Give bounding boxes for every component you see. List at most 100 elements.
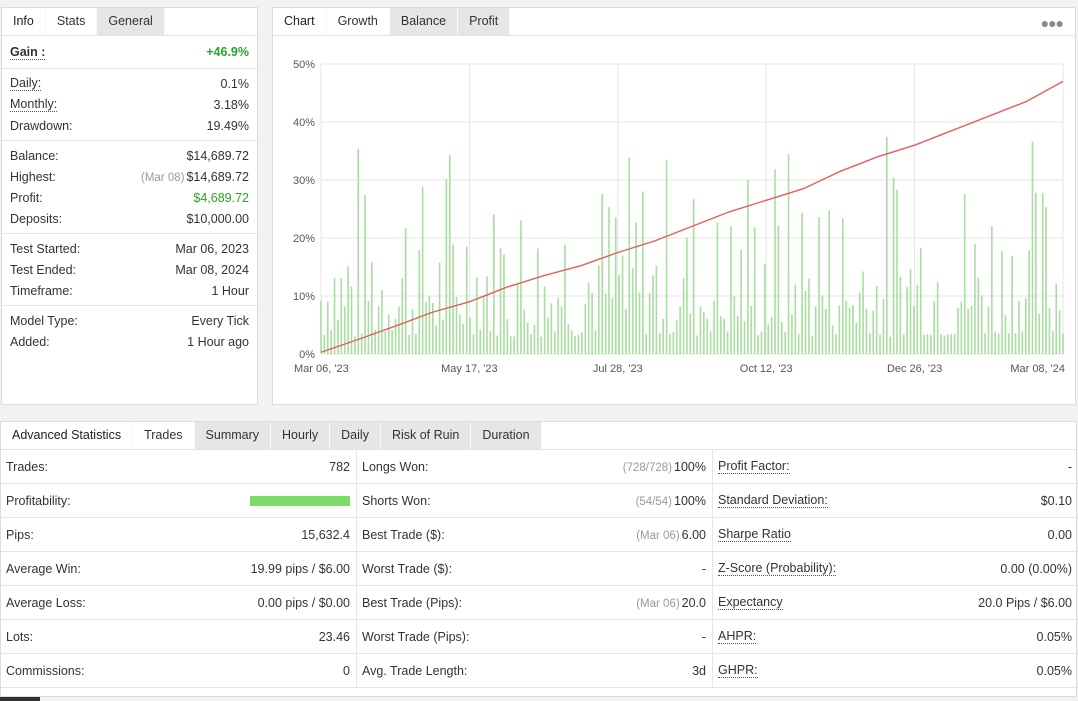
stat-label[interactable]: Standard Deviation: <box>718 493 828 508</box>
tab-profit[interactable]: Profit <box>458 8 511 35</box>
info-value: 1 Hour <box>211 283 249 298</box>
profit-bar <box>736 315 739 354</box>
tab-info[interactable]: Info <box>2 8 46 35</box>
info-label: Highest: <box>10 169 56 184</box>
profit-bar <box>679 306 681 354</box>
profit-bar <box>628 157 631 354</box>
profit-bar <box>567 324 570 354</box>
info-value: Mar 06, 2023 <box>175 241 249 256</box>
profit-bar <box>584 303 587 354</box>
tab-chart[interactable]: Chart <box>273 8 327 35</box>
profit-bar <box>509 336 512 354</box>
y-tick-label: 0% <box>299 349 315 361</box>
profit-bar <box>553 331 556 354</box>
tab-balance[interactable]: Balance <box>389 8 459 35</box>
profit-bar <box>764 263 766 354</box>
info-value: Mar 08, 2024 <box>175 262 249 277</box>
profit-bar <box>1028 250 1030 354</box>
info-row: Test Started: Mar 06, 2023 <box>2 238 257 259</box>
stat-value: - <box>1067 459 1072 474</box>
profit-bar <box>987 306 990 354</box>
info-value: 3.18% <box>213 97 249 112</box>
stat-label[interactable]: Z-Score (Probability): <box>718 561 837 576</box>
tab-duration[interactable]: Duration <box>471 422 542 449</box>
stat-value-wrap: (Mar 06) 6.00 <box>636 528 706 542</box>
profit-bar <box>428 295 431 354</box>
profit-bar <box>869 333 871 354</box>
growth-line <box>320 80 1064 353</box>
info-value: 19.49% <box>206 118 249 133</box>
stats-grid: Trades: 782 Longs Won: (728/728) 100% Profit … <box>1 450 1078 688</box>
scrollbar-fragment[interactable] <box>0 697 40 701</box>
tab-stats[interactable]: Stats <box>45 8 98 35</box>
stat-value-wrap: 0 <box>343 664 350 678</box>
stat-cell: Average Loss: 0.00 pips / $0.00 <box>1 586 357 620</box>
tab-hourly[interactable]: Hourly <box>271 422 331 449</box>
profit-bar <box>543 286 546 354</box>
info-label: Model Type: <box>10 313 78 328</box>
info-label[interactable]: Monthly: <box>10 97 58 112</box>
profit-bar <box>1045 206 1047 354</box>
profit-bar <box>523 309 526 354</box>
tab-growth[interactable]: Growth <box>326 8 390 35</box>
stat-label[interactable]: Expectancy <box>718 595 783 610</box>
profit-bar <box>425 301 427 354</box>
profit-bar <box>808 278 810 354</box>
tab-daily[interactable]: Daily <box>330 422 381 449</box>
stat-value-wrap: - <box>702 562 706 576</box>
tab-advanced-statistics[interactable]: Advanced Statistics <box>1 422 134 449</box>
info-value: $10,000.00 <box>186 211 249 226</box>
profit-bar <box>520 220 522 354</box>
stat-cell: Avg. Trade Length: 3d <box>357 654 713 688</box>
stat-label: Profitability: <box>6 493 71 508</box>
stat-label[interactable]: Profit Factor: <box>718 459 790 474</box>
gain-label[interactable]: Gain : <box>10 44 46 60</box>
profit-bar <box>564 244 566 354</box>
tab-trades[interactable]: Trades <box>133 422 195 449</box>
tab-summary[interactable]: Summary <box>194 422 272 449</box>
stat-value: 19.99 pips / $6.00 <box>250 561 350 576</box>
info-row: Drawdown: 19.49% <box>2 115 257 136</box>
profit-bar <box>862 271 864 354</box>
profit-bar <box>377 306 380 354</box>
stat-label[interactable]: AHPR: <box>718 629 757 644</box>
profit-bar <box>489 331 492 354</box>
stat-value: 782 <box>329 459 350 474</box>
profit-bar <box>835 334 837 354</box>
profit-bar <box>740 249 742 354</box>
profit-bar <box>919 247 922 354</box>
profit-bar <box>757 335 759 354</box>
profit-bar <box>970 306 973 354</box>
profit-bar <box>513 336 515 354</box>
info-label[interactable]: Daily: <box>10 76 42 91</box>
profit-bar <box>1048 308 1051 354</box>
info-value-wrap: Mar 08, 2024 <box>175 263 249 277</box>
stat-value: 100% <box>674 459 706 474</box>
profit-bar <box>923 334 925 354</box>
info-row: Profit: $4,689.72 <box>2 187 257 208</box>
info-value-wrap: $14,689.72 <box>186 149 249 163</box>
stat-label[interactable]: GHPR: <box>718 663 758 678</box>
stat-value: $0.10 <box>1040 493 1072 508</box>
profit-bar <box>770 316 773 354</box>
stat-label[interactable]: Sharpe Ratio <box>718 527 791 542</box>
profit-bar <box>723 318 725 354</box>
profit-bar <box>577 334 580 354</box>
more-dots-icon[interactable]: ●●● <box>1040 15 1064 31</box>
tab-general[interactable]: General <box>97 8 165 35</box>
stat-note: (Mar 06) <box>636 529 680 542</box>
tab-risk-of-ruin[interactable]: Risk of Ruin <box>380 422 472 449</box>
profit-bar <box>780 321 783 354</box>
stat-value-wrap: (54/54) 100% <box>636 494 706 508</box>
profit-bar <box>391 330 393 354</box>
profit-bar <box>913 305 915 354</box>
profit-bar <box>896 189 898 354</box>
info-value-wrap: $10,000.00 <box>186 212 249 226</box>
profit-bar <box>631 268 634 354</box>
profit-bar <box>371 262 373 354</box>
stat-cell: Shorts Won: (54/54) 100% <box>357 484 713 518</box>
profit-bar <box>743 321 746 354</box>
growth-chart: 0% 10% 20% 30% 40% 50% Mar 06, '23 May 17, '23 J… <box>293 59 1065 375</box>
profit-bar <box>726 331 729 354</box>
y-tick-label: 50% <box>293 59 315 71</box>
